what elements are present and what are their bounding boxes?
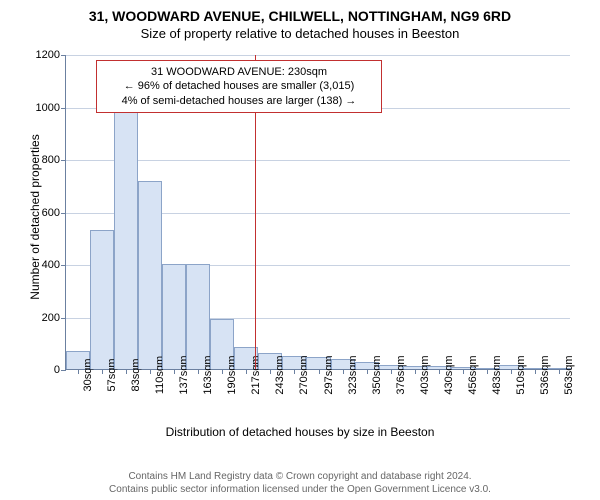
ytick-mark bbox=[61, 160, 66, 161]
annotation-box: 31 WOODWARD AVENUE: 230sqm← 96% of detac… bbox=[96, 60, 382, 113]
xtick-label: 350sqm bbox=[371, 355, 383, 394]
xtick-mark bbox=[78, 369, 79, 374]
page-title: 31, WOODWARD AVENUE, CHILWELL, NOTTINGHA… bbox=[0, 0, 600, 24]
xtick-label: 376sqm bbox=[395, 355, 407, 394]
ytick-label: 400 bbox=[42, 259, 60, 271]
page-subtitle: Size of property relative to detached ho… bbox=[0, 24, 600, 41]
gridline bbox=[66, 160, 570, 161]
xtick-label: 403sqm bbox=[419, 355, 431, 394]
ytick-mark bbox=[61, 318, 66, 319]
histogram-bar bbox=[162, 264, 186, 369]
xtick-mark bbox=[367, 369, 368, 374]
xtick-label: 430sqm bbox=[443, 355, 455, 394]
annotation-line2: ← 96% of detached houses are smaller (3,… bbox=[105, 79, 373, 93]
xtick-mark bbox=[511, 369, 512, 374]
xtick-mark bbox=[270, 369, 271, 374]
ytick-label: 1000 bbox=[36, 102, 60, 114]
xtick-mark bbox=[102, 369, 103, 374]
xtick-mark bbox=[559, 369, 560, 374]
ytick-mark bbox=[61, 213, 66, 214]
footer-line1: Contains HM Land Registry data © Crown c… bbox=[0, 470, 600, 483]
annotation-line3: 4% of semi-detached houses are larger (1… bbox=[105, 94, 373, 108]
xtick-mark bbox=[415, 369, 416, 374]
ytick-mark bbox=[61, 265, 66, 266]
histogram-bar bbox=[138, 181, 162, 369]
xtick-mark bbox=[198, 369, 199, 374]
xtick-mark bbox=[535, 369, 536, 374]
ytick-label: 0 bbox=[54, 364, 60, 376]
footer-attribution: Contains HM Land Registry data © Crown c… bbox=[0, 470, 600, 496]
xtick-mark bbox=[150, 369, 151, 374]
xtick-mark bbox=[294, 369, 295, 374]
x-axis-title: Distribution of detached houses by size … bbox=[0, 425, 600, 439]
gridline bbox=[66, 55, 570, 56]
annotation-line1: 31 WOODWARD AVENUE: 230sqm bbox=[105, 65, 373, 79]
xtick-mark bbox=[246, 369, 247, 374]
xtick-mark bbox=[463, 369, 464, 374]
ytick-mark bbox=[61, 370, 66, 371]
ytick-label: 1200 bbox=[36, 49, 60, 61]
xtick-mark bbox=[391, 369, 392, 374]
footer-line2: Contains public sector information licen… bbox=[0, 483, 600, 496]
xtick-label: 563sqm bbox=[563, 355, 575, 394]
xtick-mark bbox=[222, 369, 223, 374]
xtick-mark bbox=[319, 369, 320, 374]
ytick-label: 800 bbox=[42, 154, 60, 166]
ytick-mark bbox=[61, 108, 66, 109]
ytick-label: 200 bbox=[42, 312, 60, 324]
xtick-label: 483sqm bbox=[491, 355, 503, 394]
xtick-mark bbox=[126, 369, 127, 374]
xtick-label: 456sqm bbox=[467, 355, 479, 394]
xtick-label: 323sqm bbox=[347, 355, 359, 394]
histogram-bar bbox=[186, 264, 210, 369]
xtick-mark bbox=[343, 369, 344, 374]
histogram-bar bbox=[114, 112, 138, 369]
ytick-mark bbox=[61, 55, 66, 56]
histogram-bar bbox=[90, 230, 114, 369]
y-axis-title: Number of detached properties bbox=[28, 117, 42, 317]
xtick-mark bbox=[439, 369, 440, 374]
xtick-label: 510sqm bbox=[515, 355, 527, 394]
xtick-mark bbox=[174, 369, 175, 374]
xtick-mark bbox=[487, 369, 488, 374]
ytick-label: 600 bbox=[42, 207, 60, 219]
xtick-label: 536sqm bbox=[539, 355, 551, 394]
